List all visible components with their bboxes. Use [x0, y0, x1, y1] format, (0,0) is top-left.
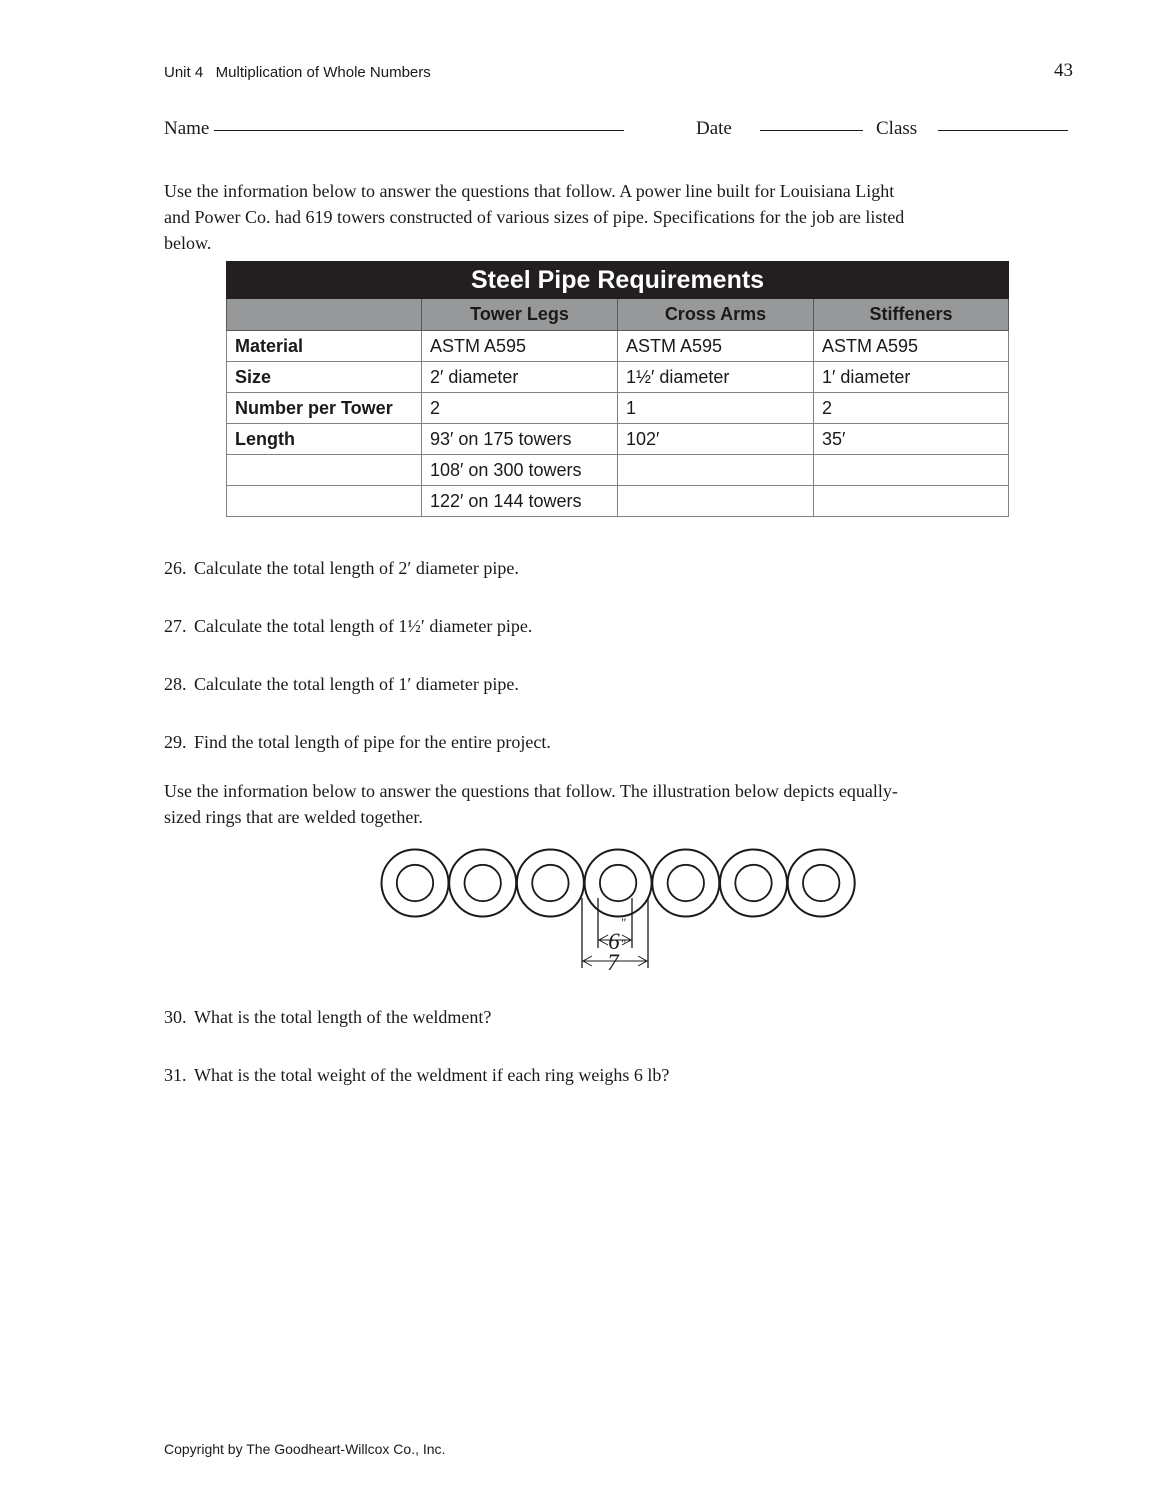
svg-text:": "	[620, 915, 626, 930]
svg-text:7: 7	[607, 950, 620, 975]
svg-text:": "	[620, 936, 626, 951]
